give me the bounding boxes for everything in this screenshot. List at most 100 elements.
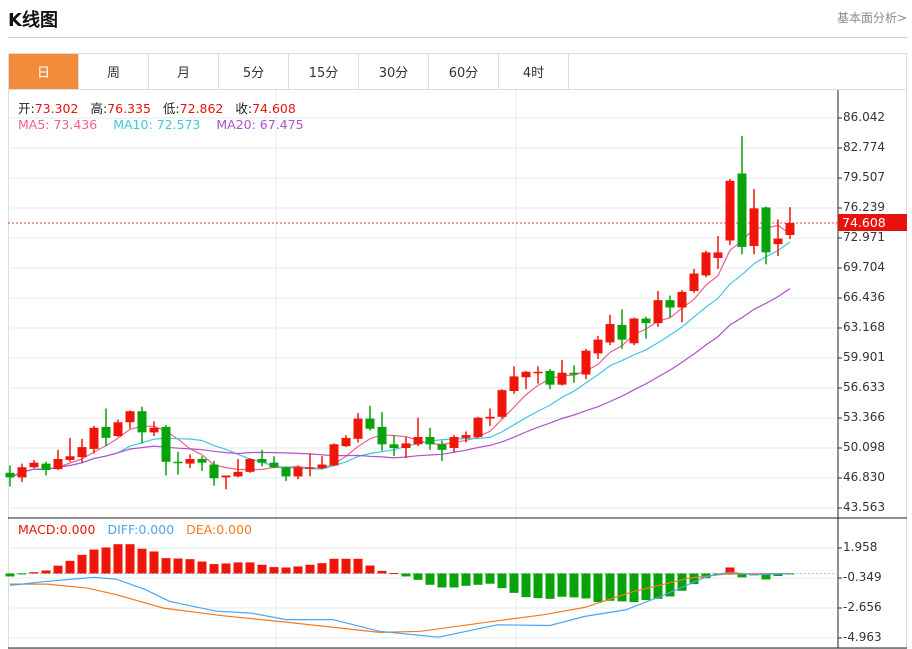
low-value: 72.862 (179, 101, 224, 116)
macd-bar (125, 544, 135, 574)
candle-up (521, 371, 531, 378)
candle-up (461, 435, 471, 438)
macd-bar (545, 573, 555, 599)
macd-bar (341, 558, 351, 574)
candle-up (53, 459, 63, 470)
candle-down (269, 462, 279, 468)
macd-bar (641, 573, 651, 601)
macd-bar (377, 570, 387, 574)
macd-bar (485, 573, 495, 584)
candle-up (749, 208, 759, 247)
price-tick-label: 63.168 (843, 320, 885, 334)
ma5-value: MA5: 73.436 (18, 117, 98, 132)
macd-bar (497, 573, 507, 589)
candle-down (389, 444, 399, 448)
macd-bar (29, 572, 39, 574)
ma5-line (9, 224, 791, 478)
ma-info: MA5: 73.436 MA10: 72.573 MA20: 67.475 (18, 117, 312, 132)
candle-up (353, 418, 363, 439)
candle-up (533, 371, 543, 374)
dea-value: DEA:0.000 (186, 522, 253, 537)
low-label: 低: (162, 101, 180, 116)
tab-4hour[interactable]: 4时 (499, 54, 569, 89)
close-label: 收: (235, 101, 253, 116)
macd-bar (569, 573, 579, 598)
candle-up (677, 291, 687, 308)
candle-down (761, 207, 771, 253)
macd-bar (689, 573, 699, 585)
candle-down (137, 411, 147, 433)
macd-bar (209, 564, 219, 574)
price-tick-label: 72.971 (843, 230, 885, 244)
candle-down (101, 426, 111, 438)
macd-bar (221, 563, 231, 574)
candle-up (341, 437, 351, 447)
price-tick-label: 86.042 (843, 110, 885, 124)
macd-bar (53, 565, 63, 574)
tab-week[interactable]: 周 (79, 54, 149, 89)
candle-down (737, 173, 747, 247)
tab-day[interactable]: 日 (9, 54, 79, 89)
divider (8, 37, 907, 38)
tab-month[interactable]: 月 (149, 54, 219, 89)
tab-5min[interactable]: 5分 (219, 54, 289, 89)
macd-bar (161, 558, 171, 574)
macd-bar (281, 567, 291, 574)
candle-up (233, 471, 243, 477)
macd-bar (629, 573, 639, 603)
candle-up (245, 459, 255, 472)
ma10-value: MA10: 72.573 (113, 117, 201, 132)
price-tick-label: 43.563 (843, 500, 885, 514)
candle-up (557, 372, 567, 385)
candle-up (317, 464, 327, 469)
candle-down (209, 464, 219, 479)
candle-up (497, 390, 507, 417)
macd-bar (293, 566, 303, 574)
candle-down (173, 461, 183, 464)
macd-bar (773, 573, 783, 577)
tab-60min[interactable]: 60分 (429, 54, 499, 89)
candle-down (257, 459, 267, 463)
high-value: 76.335 (107, 101, 151, 116)
candle-up (401, 443, 411, 448)
candle-down (545, 370, 555, 385)
macd-bar (509, 573, 519, 593)
macd-info: MACD:0.000 DIFF:0.000 DEA:0.000 (18, 522, 260, 537)
tab-15min[interactable]: 15分 (289, 54, 359, 89)
candle-up (125, 411, 135, 423)
candle-up (329, 444, 339, 466)
macd-bar (665, 573, 675, 597)
candle-down (641, 318, 651, 324)
macd-bar (173, 558, 183, 574)
candle-up (725, 180, 735, 241)
macd-bar (557, 573, 567, 597)
candle-up (113, 422, 123, 437)
candle-up (29, 462, 39, 468)
ma20-line (9, 288, 791, 478)
ma10-line (9, 241, 791, 478)
price-tick-label: 66.436 (843, 290, 885, 304)
macd-bar (677, 573, 687, 591)
ohlc-info: 开:73.302 高:76.335 低:72.862 收:74.608 (18, 98, 304, 117)
candle-up (473, 417, 483, 437)
close-value: 74.608 (252, 101, 296, 116)
macd-bar (5, 573, 15, 577)
candle-up (413, 436, 423, 445)
candle-up (605, 324, 615, 343)
candle-up (689, 273, 699, 291)
price-tick-label: 69.704 (843, 259, 885, 274)
macd-bar (725, 567, 735, 574)
macd-bar (41, 570, 51, 574)
tab-30min[interactable]: 30分 (359, 54, 429, 89)
macd-bar (521, 573, 531, 598)
candle-up (785, 222, 795, 235)
candle-up (653, 300, 663, 324)
ma20-value: MA20: 67.475 (216, 117, 304, 132)
macd-bar (77, 554, 87, 574)
candle-up (185, 459, 195, 464)
candle-down (437, 444, 447, 450)
period-tabs: 日 周 月 5分 15分 30分 60分 4时 (8, 53, 907, 89)
macd-bar (449, 573, 459, 588)
macd-bar (305, 564, 315, 574)
fundamental-analysis-link[interactable]: 基本面分析> (836, 11, 907, 25)
